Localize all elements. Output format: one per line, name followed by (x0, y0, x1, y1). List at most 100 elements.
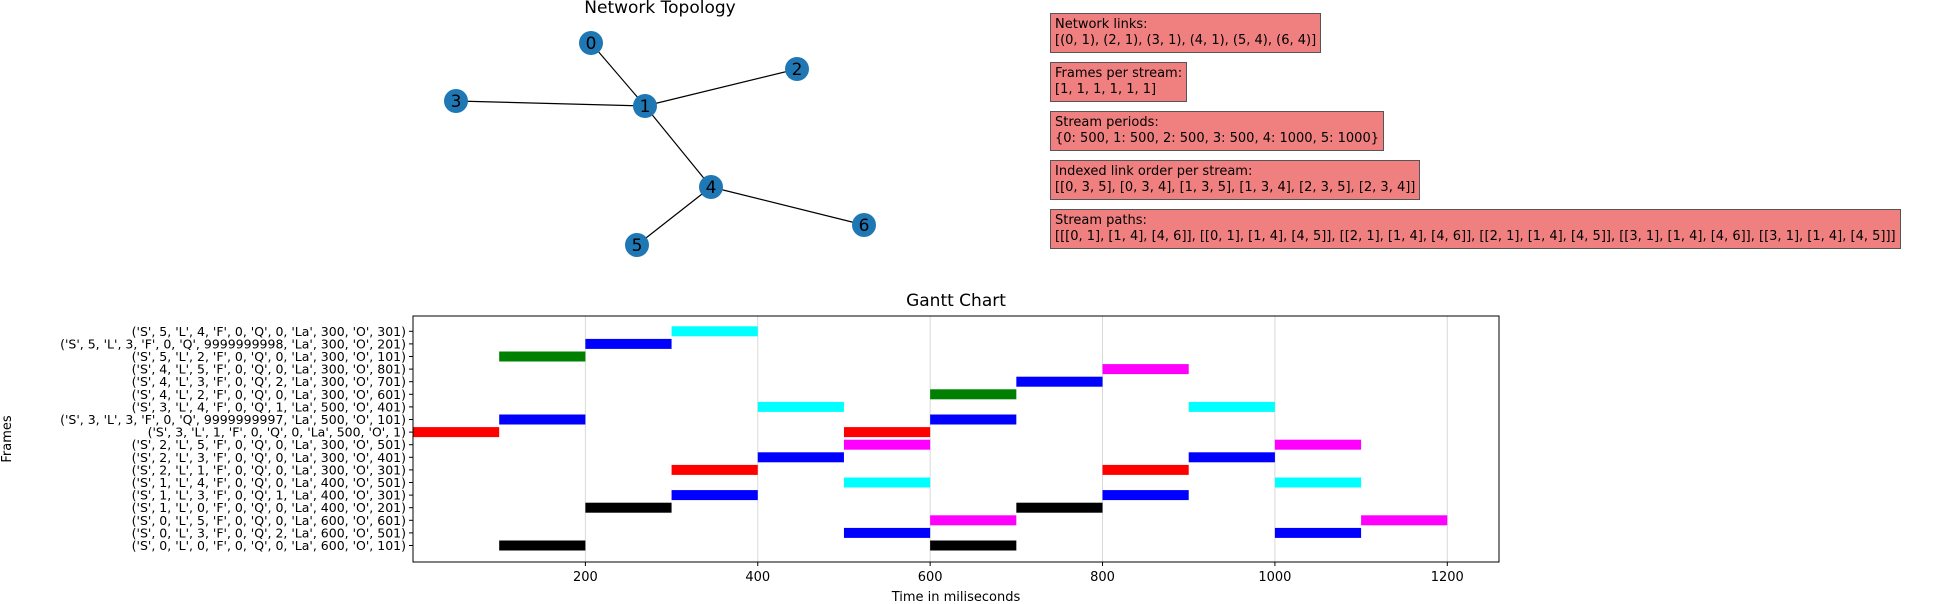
y-tick-label: ('S', 4, 'L', 3, 'F', 0, 'Q', 2, 'La', 3… (132, 374, 406, 389)
network-node-circle (852, 213, 876, 237)
gantt-bar (1188, 401, 1275, 412)
gantt-bar (671, 464, 758, 475)
gantt-bar (1274, 527, 1362, 538)
x-tick-labels: 200 400 600 800 1000 1200 (573, 562, 1464, 585)
network-node-circle (633, 94, 657, 118)
y-tick-label: ('S', 5, 'L', 4, 'F', 0, 'Q', 0, 'La', 3… (132, 324, 406, 339)
network-node-label: 6 (859, 216, 870, 236)
x-tick-label: 1200 (1431, 570, 1464, 585)
gantt-bar (757, 401, 844, 412)
gantt-bar (930, 540, 1017, 551)
y-tick-label: ('S', 5, 'L', 2, 'F', 0, 'Q', 0, 'La', 3… (132, 349, 406, 364)
y-tick-label: ('S', 4, 'L', 5, 'F', 0, 'Q', 0, 'La', 3… (132, 362, 406, 377)
network-node-label: 5 (632, 236, 643, 256)
network-nodes: 0 1 2 3 4 5 6 (444, 31, 876, 257)
x-axis-label: Time in miliseconds (891, 590, 1021, 604)
x-tick-label: 200 (573, 570, 598, 585)
network-node-circle (444, 89, 468, 113)
y-tick-label: ('S', 5, 'L', 3, 'F', 0, 'Q', 9999999998… (60, 336, 406, 351)
x-tick-label: 800 (1090, 570, 1115, 585)
gantt-bar (499, 414, 586, 425)
info-box-text: [[0, 3, 5], [0, 3, 4], [1, 3, 5], [1, 3,… (1055, 180, 1416, 195)
network-edge (644, 68, 798, 107)
gantt-bar (757, 452, 844, 463)
network-node-circle (699, 175, 723, 199)
info-box: Stream paths: [[[0, 1], [1, 4], [4, 6]],… (1050, 209, 1901, 249)
gantt-bar (930, 414, 1017, 425)
info-box: Stream periods: {0: 500, 1: 500, 2: 500, … (1050, 111, 1384, 151)
network-edge (590, 42, 646, 107)
y-tick-label: ('S', 1, 'L', 4, 'F', 0, 'Q', 0, 'La', 4… (132, 475, 406, 490)
network-node-circle (625, 233, 649, 257)
y-tick-label: ('S', 0, 'L', 3, 'F', 0, 'Q', 2, 'La', 6… (132, 525, 406, 540)
network-edge (644, 105, 712, 188)
network-node-label: 2 (792, 60, 803, 80)
y-tick-label: ('S', 2, 'L', 3, 'F', 0, 'Q', 0, 'La', 3… (132, 450, 406, 465)
gantt-bar (671, 490, 758, 501)
network-node-circle (579, 31, 603, 55)
info-box-heading: Stream periods: (1055, 115, 1159, 130)
network-node-label: 0 (586, 34, 597, 54)
gantt-bar (499, 351, 586, 362)
network-node: 2 (785, 57, 809, 81)
network-node: 0 (579, 31, 603, 55)
y-tick-label: ('S', 3, 'L', 4, 'F', 0, 'Q', 1, 'La', 5… (132, 399, 406, 414)
network-edge (710, 186, 865, 226)
info-box-heading: Stream paths: (1055, 213, 1147, 228)
x-tick-label: 600 (918, 570, 943, 585)
x-tick-label: 1000 (1258, 570, 1291, 585)
info-box-heading: Network links: (1055, 17, 1148, 32)
gantt-bar (1016, 376, 1103, 387)
info-box: Frames per stream: [1, 1, 1, 1, 1, 1] (1050, 62, 1188, 102)
network-edge (455, 100, 646, 107)
gantt-bar (1188, 452, 1275, 463)
gantt-bar (1274, 477, 1362, 488)
plot-frame (412, 315, 1500, 563)
gantt-bar (1102, 464, 1189, 475)
y-tick-label: ('S', 3, 'L', 1, 'F', 0, 'Q', 0, 'La', 5… (148, 425, 406, 440)
y-tick-label: ('S', 0, 'L', 5, 'F', 0, 'Q', 0, 'La', 6… (132, 513, 406, 528)
gantt-bar (1361, 515, 1448, 526)
y-tick-label: ('S', 2, 'L', 1, 'F', 0, 'Q', 0, 'La', 3… (132, 462, 406, 477)
gantt-bar (499, 540, 586, 551)
gantt-bar (843, 439, 931, 450)
gantt-bar (413, 427, 500, 438)
info-box-text: [[[0, 1], [1, 4], [4, 6]], [[0, 1], [1, … (1055, 229, 1896, 244)
network-node-label: 3 (451, 92, 462, 112)
info-box-text: {0: 500, 1: 500, 2: 500, 3: 500, 4: 1000… (1055, 131, 1379, 146)
gantt-bar (1274, 439, 1362, 450)
gantt-bar (930, 515, 1017, 526)
y-tick-label: ('S', 2, 'L', 5, 'F', 0, 'Q', 0, 'La', 3… (132, 437, 406, 452)
gantt-bar (1102, 490, 1189, 501)
network-node: 3 (444, 89, 468, 113)
gantt-bar (843, 427, 931, 438)
y-tick-labels: ('S', 0, 'L', 0, 'F', 0, 'Q', 0, 'La', 6… (60, 324, 413, 553)
info-box: Network links: [(0, 1), (2, 1), (3, 1), (… (1050, 13, 1322, 53)
network-node: 4 (699, 175, 723, 199)
network-title: Network Topology (584, 0, 735, 18)
gantt-bar (843, 477, 931, 488)
y-tick-label: ('S', 0, 'L', 0, 'F', 0, 'Q', 0, 'La', 6… (132, 538, 406, 553)
info-box-heading: Indexed link order per stream: (1055, 164, 1253, 179)
gantt-bar (585, 338, 672, 349)
network-node-label: 4 (706, 178, 717, 198)
y-tick-label: ('S', 4, 'L', 2, 'F', 0, 'Q', 0, 'La', 3… (132, 387, 406, 402)
chart-bars (413, 326, 1448, 551)
info-box-text: [1, 1, 1, 1, 1, 1] (1055, 82, 1157, 97)
gantt-bar (843, 527, 931, 538)
y-tick-label: ('S', 1, 'L', 3, 'F', 0, 'Q', 1, 'La', 4… (132, 488, 406, 503)
info-box-heading: Frames per stream: (1055, 66, 1183, 81)
network-edges (455, 42, 865, 246)
gantt-bar (585, 502, 672, 513)
network-node-label: 1 (640, 97, 651, 117)
network-node: 6 (852, 213, 876, 237)
gantt-bar (1102, 364, 1189, 375)
y-tick-label: ('S', 3, 'L', 3, 'F', 0, 'Q', 9999999997… (60, 412, 406, 427)
gantt-bar (1016, 502, 1103, 513)
network-node: 1 (633, 94, 657, 118)
network-node: 5 (625, 233, 649, 257)
x-tick-label: 400 (745, 570, 770, 585)
network-edge (636, 186, 712, 246)
gantt-bar (930, 389, 1017, 400)
